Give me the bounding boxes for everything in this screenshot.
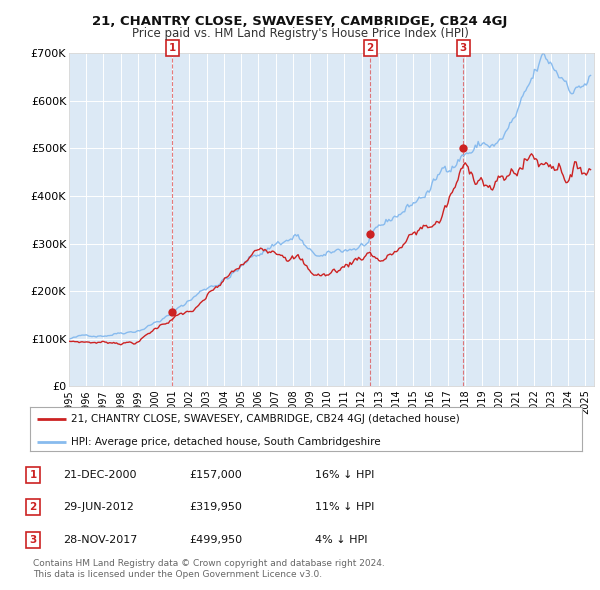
Text: 28-NOV-2017: 28-NOV-2017: [63, 535, 137, 545]
Text: £157,000: £157,000: [189, 470, 242, 480]
Text: 3: 3: [460, 43, 467, 53]
Text: £319,950: £319,950: [189, 503, 242, 512]
Text: £499,950: £499,950: [189, 535, 242, 545]
Text: HPI: Average price, detached house, South Cambridgeshire: HPI: Average price, detached house, Sout…: [71, 437, 381, 447]
Text: 3: 3: [29, 535, 37, 545]
Text: 21, CHANTRY CLOSE, SWAVESEY, CAMBRIDGE, CB24 4GJ (detached house): 21, CHANTRY CLOSE, SWAVESEY, CAMBRIDGE, …: [71, 414, 460, 424]
Text: Price paid vs. HM Land Registry's House Price Index (HPI): Price paid vs. HM Land Registry's House …: [131, 27, 469, 40]
Text: 2: 2: [367, 43, 374, 53]
Text: 16% ↓ HPI: 16% ↓ HPI: [315, 470, 374, 480]
Text: 4% ↓ HPI: 4% ↓ HPI: [315, 535, 367, 545]
Text: 2: 2: [29, 503, 37, 512]
Text: 21, CHANTRY CLOSE, SWAVESEY, CAMBRIDGE, CB24 4GJ: 21, CHANTRY CLOSE, SWAVESEY, CAMBRIDGE, …: [92, 15, 508, 28]
Text: 11% ↓ HPI: 11% ↓ HPI: [315, 503, 374, 512]
Text: 29-JUN-2012: 29-JUN-2012: [63, 503, 134, 512]
Text: This data is licensed under the Open Government Licence v3.0.: This data is licensed under the Open Gov…: [33, 571, 322, 579]
Text: Contains HM Land Registry data © Crown copyright and database right 2024.: Contains HM Land Registry data © Crown c…: [33, 559, 385, 568]
Text: 1: 1: [169, 43, 176, 53]
Text: 1: 1: [29, 470, 37, 480]
Text: 21-DEC-2000: 21-DEC-2000: [63, 470, 137, 480]
